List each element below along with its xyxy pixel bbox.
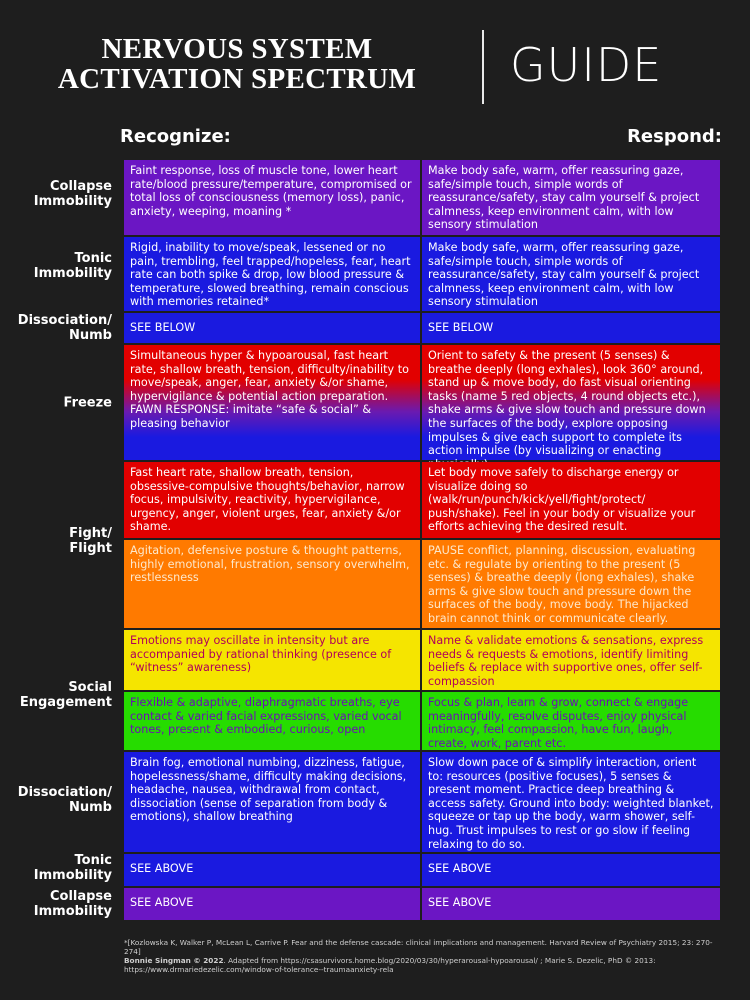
- respond-cell: Focus & plan, learn & grow, connect & en…: [422, 692, 720, 750]
- recognize-cell: SEE ABOVE: [124, 888, 420, 920]
- recognize-cell: Simultaneous hyper & hypoarousal, fast h…: [124, 345, 420, 460]
- recognize-cell: Fast heart rate, shallow breath, tension…: [124, 462, 420, 538]
- recognize-cell: Flexible & adaptive, diaphragmatic breat…: [124, 692, 420, 750]
- row-label: Collapse Immobility: [33, 179, 112, 209]
- respond-cell: Slow down pace of & simplify interaction…: [422, 752, 720, 852]
- title-line: NERVOUS SYSTEM: [101, 33, 373, 65]
- recognize-cell: Brain fog, emotional numbing, dizziness,…: [124, 752, 420, 852]
- respond-cell: Make body safe, warm, offer reassuring g…: [422, 237, 720, 311]
- recognize-cell: Rigid, inability to move/speak, lessened…: [124, 237, 420, 311]
- row-label: Freeze: [63, 395, 112, 411]
- row-label: Dissociation/ Numb: [17, 313, 112, 343]
- row-label: Tonic Immobility: [33, 251, 112, 281]
- reference: *[Kozlowska K, Walker P, McLean L, Carri…: [124, 938, 713, 956]
- respond-cell: Orient to safety & the present (5 senses…: [422, 345, 720, 471]
- title-line: ACTIVATION SPECTRUM: [57, 63, 417, 95]
- recognize-cell: Faint response, loss of muscle tone, low…: [124, 160, 420, 235]
- title: NERVOUS SYSTEM ACTIVATION SPECTRUM: [22, 34, 452, 94]
- recognize-cell: SEE BELOW: [124, 313, 420, 343]
- row-label: Fight/ Flight: [69, 526, 112, 556]
- respond-cell: SEE ABOVE: [422, 854, 720, 886]
- row-label: Collapse Immobility: [33, 889, 112, 919]
- respond-cell: SEE ABOVE: [422, 888, 720, 920]
- divider: [482, 30, 484, 104]
- recognize-cell: SEE ABOVE: [124, 854, 420, 886]
- respond-cell: SEE BELOW: [422, 313, 720, 343]
- respond-cell: Let body move safely to discharge energy…: [422, 462, 720, 538]
- recognize-cell: Emotions may oscillate in intensity but …: [124, 630, 420, 690]
- credit-text: . Adapted from https://csasurvivors.home…: [124, 956, 656, 974]
- row-label: Dissociation/ Numb: [17, 785, 112, 815]
- footer: *[Kozlowska K, Walker P, McLean L, Carri…: [124, 938, 724, 974]
- column-header: Respond:: [627, 126, 722, 147]
- credit: Bonnie Singman © 2022. Adapted from http…: [124, 956, 724, 974]
- respond-cell: PAUSE conflict, planning, discussion, ev…: [422, 540, 720, 628]
- column-header: Recognize:: [120, 126, 231, 147]
- guide-heading: GUIDE: [510, 38, 663, 92]
- recognize-cell: Agitation, defensive posture & thought p…: [124, 540, 420, 628]
- respond-cell: Make body safe, warm, offer reassuring g…: [422, 160, 720, 235]
- row-label: Tonic Immobility: [33, 853, 112, 883]
- respond-cell: Name & validate emotions & sensations, e…: [422, 630, 720, 690]
- row-label: Social Engagement: [19, 680, 112, 710]
- credit-name: Bonnie Singman © 2022: [124, 956, 224, 965]
